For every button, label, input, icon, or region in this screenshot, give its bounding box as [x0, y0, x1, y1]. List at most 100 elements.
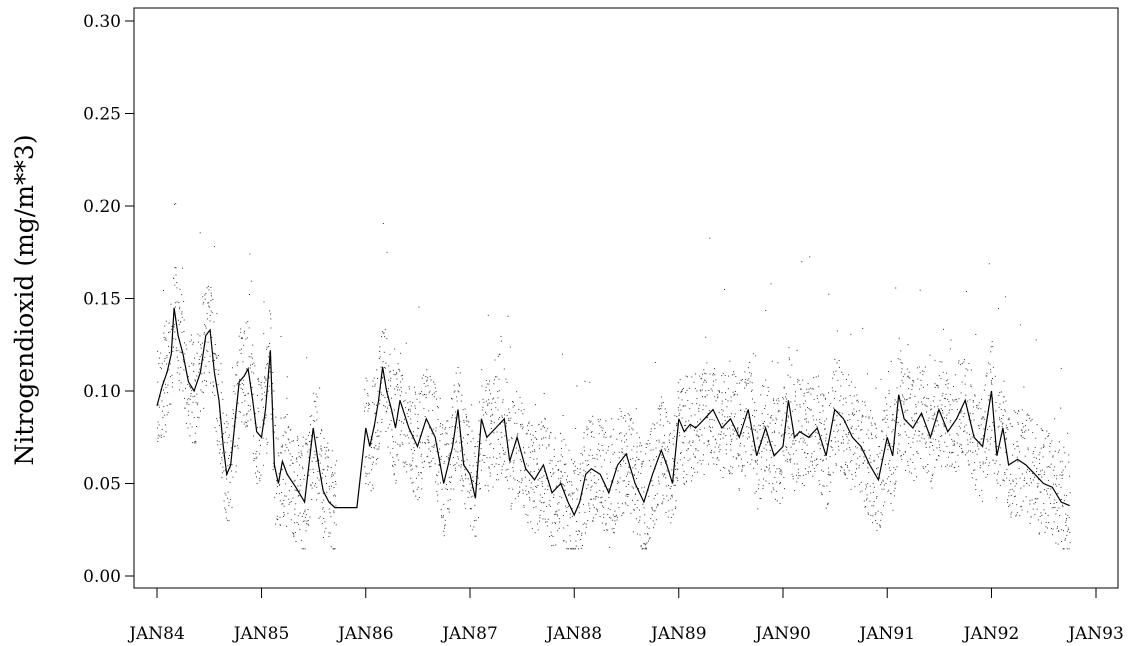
observation-point [471, 487, 473, 489]
observation-point [250, 364, 251, 366]
observation-point [462, 446, 463, 448]
observation-point [466, 416, 468, 418]
observation-point [387, 396, 388, 398]
observation-point [1030, 420, 1032, 422]
observation-point [228, 502, 230, 504]
observation-point [768, 464, 770, 466]
observation-point [179, 351, 181, 353]
observation-point [1036, 471, 1037, 473]
observation-point [474, 535, 476, 537]
observation-point [224, 469, 226, 471]
observation-point [792, 478, 794, 480]
observation-point [757, 459, 758, 461]
observation-point [161, 363, 163, 365]
observation-point [477, 441, 479, 443]
observation-point [460, 464, 462, 466]
observation-point [190, 334, 192, 336]
observation-point [261, 398, 263, 400]
observation-point [839, 411, 841, 413]
observation-point [468, 421, 470, 423]
observation-point [811, 435, 813, 437]
observation-point [524, 476, 526, 478]
observation-point [459, 435, 461, 437]
observation-point [176, 287, 178, 289]
observation-point [652, 449, 654, 451]
observation-point [193, 341, 195, 343]
observation-point [835, 370, 837, 372]
observation-point [157, 434, 159, 436]
observation-point [519, 490, 521, 492]
observation-point [1006, 437, 1008, 439]
observation-point [422, 467, 424, 468]
observation-point [777, 398, 779, 400]
observation-point [433, 447, 435, 448]
observation-point [774, 498, 776, 500]
observation-point [878, 446, 880, 447]
observation-point [1050, 488, 1052, 490]
observation-point [453, 391, 455, 393]
observation-point [888, 489, 890, 491]
observation-point [848, 470, 850, 472]
observation-point [1008, 505, 1009, 507]
observation-point [1040, 512, 1042, 514]
observation-point [186, 348, 188, 350]
observation-point [696, 403, 698, 405]
observation-point [329, 532, 331, 534]
observation-point [688, 420, 690, 422]
observation-point [683, 457, 685, 459]
observation-point [576, 521, 578, 522]
observation-point [246, 414, 248, 416]
observation-point [887, 491, 889, 492]
observation-point [442, 515, 444, 517]
observation-point [570, 481, 572, 483]
observation-point [824, 397, 826, 399]
observation-point [580, 539, 582, 540]
observation-point [498, 418, 500, 420]
observation-point [829, 490, 831, 492]
observation-point [393, 461, 395, 462]
observation-point [780, 424, 782, 426]
observation-point [988, 465, 990, 467]
observation-point [1032, 508, 1034, 510]
observation-point [590, 472, 592, 474]
observation-point [677, 391, 679, 393]
observation-point [251, 386, 253, 388]
observation-point [819, 412, 821, 414]
observation-point [618, 457, 620, 459]
observation-point [366, 473, 368, 475]
observation-point [1053, 521, 1055, 523]
observation-point [540, 510, 542, 511]
observation-point [989, 438, 991, 440]
observation-point [937, 405, 939, 407]
observation-point [818, 386, 820, 388]
observation-point [676, 468, 678, 470]
observation-point [913, 434, 915, 436]
observation-point [543, 510, 545, 512]
observation-point [305, 443, 307, 445]
observation-point [296, 457, 298, 459]
observation-point [300, 450, 302, 452]
observation-point [420, 472, 422, 473]
observation-point [721, 409, 723, 411]
observation-point [632, 467, 634, 469]
observation-point [881, 449, 883, 451]
observation-point [710, 388, 712, 390]
observation-point [502, 450, 504, 451]
observation-point [518, 492, 520, 493]
observation-point [1045, 512, 1047, 514]
observation-point [866, 433, 868, 435]
observation-point [658, 441, 660, 443]
observation-point [1000, 421, 1002, 423]
observation-point [867, 462, 868, 464]
observation-point [1050, 503, 1052, 504]
observation-point [453, 488, 455, 490]
observation-point [823, 394, 825, 396]
observation-point [900, 454, 902, 456]
observation-point [901, 362, 903, 364]
observation-point [433, 396, 435, 398]
observation-point [584, 511, 586, 513]
observation-point [905, 410, 907, 412]
observation-point [315, 406, 317, 408]
observation-point [389, 423, 391, 425]
observation-point [1002, 479, 1004, 481]
